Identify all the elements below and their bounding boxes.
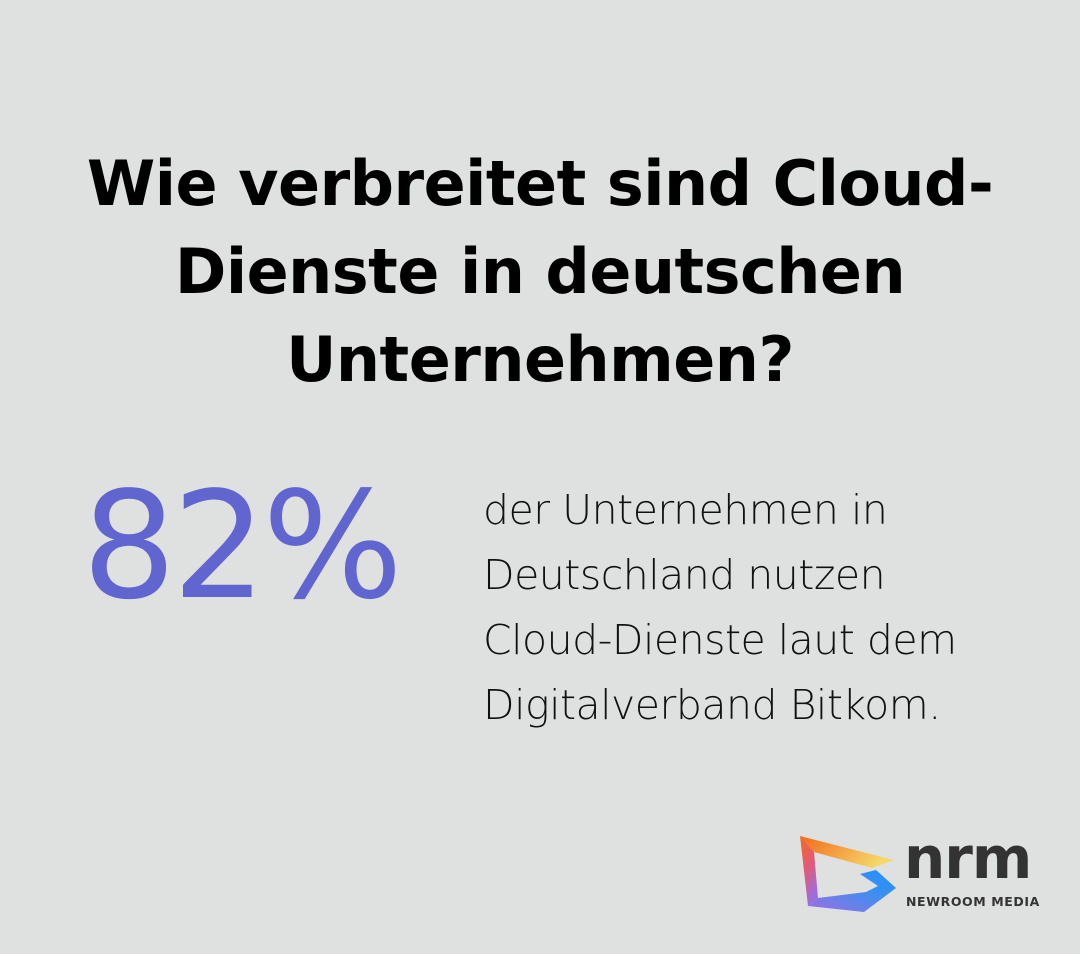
description-line-3: Cloud-Dienste laut dem: [483, 616, 957, 664]
brand-name: nrm: [904, 824, 1032, 892]
headline-line-2: Dienste in deutschen: [174, 234, 906, 308]
headline: Wie verbreitet sind Cloud- Dienste in de…: [40, 140, 1040, 404]
stat-value: 82%: [82, 460, 403, 632]
stat-description: der Unternehmen in Deutschland nutzen Cl…: [483, 478, 1063, 738]
headline-line-3: Unternehmen?: [286, 322, 794, 396]
brand-logo: nrm NEWROOM MEDIA: [798, 826, 1048, 922]
headline-line-1: Wie verbreitet sind Cloud-: [86, 146, 994, 220]
description-line-1: der Unternehmen in: [483, 486, 888, 534]
description-line-2: Deutschland nutzen: [483, 551, 886, 599]
description-line-4: Digitalverband Bitkom.: [483, 681, 941, 729]
nrm-logo-mark-icon: [800, 836, 896, 912]
brand-subtitle: NEWROOM MEDIA: [906, 894, 1040, 909]
